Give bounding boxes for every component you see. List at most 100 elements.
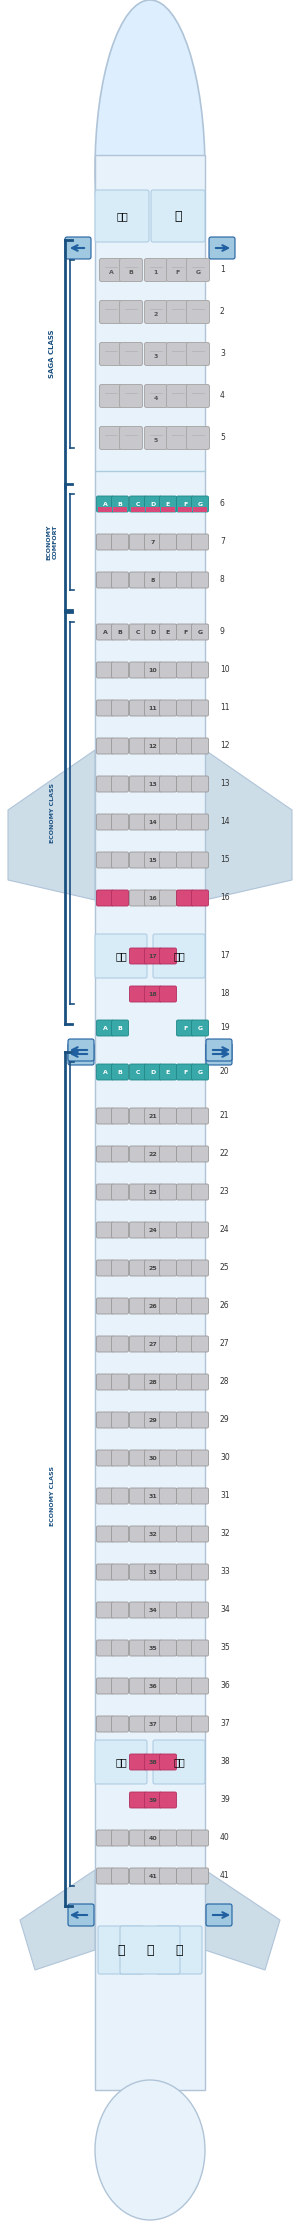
Text: 29: 29 — [220, 1416, 230, 1425]
FancyBboxPatch shape — [176, 496, 194, 511]
Text: 28: 28 — [220, 1378, 230, 1387]
Text: B: B — [118, 1025, 122, 1031]
FancyBboxPatch shape — [176, 1830, 194, 1845]
FancyBboxPatch shape — [145, 625, 161, 640]
Text: 11: 11 — [220, 702, 230, 714]
Text: A: A — [103, 1069, 107, 1074]
Text: B: B — [118, 1069, 122, 1074]
FancyBboxPatch shape — [130, 571, 146, 589]
Text: G: G — [197, 1069, 202, 1074]
FancyBboxPatch shape — [191, 1147, 208, 1163]
Text: 37: 37 — [148, 1721, 158, 1727]
FancyBboxPatch shape — [176, 776, 194, 791]
Text: D: D — [150, 1069, 156, 1074]
FancyBboxPatch shape — [130, 1449, 146, 1465]
Text: 10: 10 — [149, 667, 157, 674]
FancyBboxPatch shape — [130, 1565, 146, 1581]
FancyBboxPatch shape — [160, 814, 176, 829]
FancyBboxPatch shape — [97, 1830, 113, 1845]
FancyBboxPatch shape — [97, 1107, 113, 1125]
FancyBboxPatch shape — [112, 1374, 128, 1389]
FancyBboxPatch shape — [97, 1678, 113, 1694]
Text: 18: 18 — [220, 989, 230, 998]
FancyBboxPatch shape — [100, 427, 122, 449]
FancyBboxPatch shape — [191, 496, 208, 511]
Text: C: C — [136, 502, 140, 507]
FancyBboxPatch shape — [112, 1716, 128, 1732]
FancyBboxPatch shape — [112, 1065, 128, 1080]
Text: 31: 31 — [220, 1492, 230, 1501]
FancyBboxPatch shape — [112, 1412, 128, 1427]
FancyBboxPatch shape — [191, 1678, 208, 1694]
Bar — [178, 507, 192, 511]
FancyBboxPatch shape — [191, 1260, 208, 1276]
FancyBboxPatch shape — [130, 662, 146, 678]
Text: 39: 39 — [220, 1796, 230, 1805]
FancyBboxPatch shape — [176, 662, 194, 678]
FancyBboxPatch shape — [160, 1336, 176, 1352]
Text: 23: 23 — [220, 1187, 230, 1196]
FancyBboxPatch shape — [119, 427, 142, 449]
Text: 🥤: 🥤 — [146, 1943, 154, 1956]
Text: 15: 15 — [220, 856, 230, 865]
FancyBboxPatch shape — [119, 300, 142, 325]
FancyBboxPatch shape — [130, 534, 146, 549]
FancyBboxPatch shape — [97, 1374, 113, 1389]
FancyBboxPatch shape — [97, 1260, 113, 1276]
FancyBboxPatch shape — [97, 1641, 113, 1656]
FancyBboxPatch shape — [145, 1565, 161, 1581]
Text: 34: 34 — [220, 1605, 230, 1614]
Text: A: A — [103, 502, 107, 507]
FancyBboxPatch shape — [176, 534, 194, 549]
FancyBboxPatch shape — [112, 1641, 128, 1656]
FancyBboxPatch shape — [112, 1678, 128, 1694]
FancyBboxPatch shape — [151, 189, 205, 242]
FancyBboxPatch shape — [145, 1374, 161, 1389]
Text: 17: 17 — [220, 951, 230, 960]
Text: 19: 19 — [220, 1023, 230, 1031]
Text: 36: 36 — [220, 1681, 230, 1689]
FancyBboxPatch shape — [97, 1298, 113, 1314]
FancyBboxPatch shape — [100, 258, 122, 282]
FancyBboxPatch shape — [153, 934, 205, 978]
Text: 15: 15 — [148, 858, 158, 863]
FancyBboxPatch shape — [130, 814, 146, 829]
FancyBboxPatch shape — [156, 1925, 202, 1974]
FancyBboxPatch shape — [145, 700, 161, 716]
FancyBboxPatch shape — [145, 987, 161, 1003]
FancyBboxPatch shape — [100, 300, 122, 325]
FancyBboxPatch shape — [191, 1525, 208, 1543]
FancyBboxPatch shape — [191, 889, 208, 907]
FancyBboxPatch shape — [191, 1565, 208, 1581]
FancyBboxPatch shape — [145, 1107, 161, 1125]
FancyBboxPatch shape — [112, 851, 128, 867]
FancyBboxPatch shape — [130, 889, 146, 907]
Text: 12: 12 — [148, 742, 158, 749]
Text: 8: 8 — [151, 578, 155, 582]
FancyBboxPatch shape — [130, 776, 146, 791]
Text: 6: 6 — [220, 500, 225, 509]
FancyBboxPatch shape — [130, 1603, 146, 1618]
FancyBboxPatch shape — [191, 1487, 208, 1505]
Text: 3: 3 — [154, 353, 158, 358]
FancyBboxPatch shape — [112, 534, 128, 549]
Text: A: A — [103, 629, 107, 634]
FancyBboxPatch shape — [160, 738, 176, 754]
FancyBboxPatch shape — [145, 385, 167, 407]
FancyBboxPatch shape — [160, 987, 176, 1003]
FancyBboxPatch shape — [176, 851, 194, 867]
FancyBboxPatch shape — [95, 934, 147, 978]
FancyBboxPatch shape — [191, 1412, 208, 1427]
Text: 13: 13 — [220, 780, 230, 789]
FancyBboxPatch shape — [68, 1038, 94, 1060]
Text: 31: 31 — [148, 1494, 158, 1498]
Text: 16: 16 — [220, 894, 230, 903]
FancyBboxPatch shape — [176, 571, 194, 589]
Text: E: E — [166, 629, 170, 634]
FancyBboxPatch shape — [130, 700, 146, 716]
Text: 18: 18 — [148, 991, 158, 996]
Text: ECONOMY
COMFORT: ECONOMY COMFORT — [46, 525, 57, 560]
FancyBboxPatch shape — [176, 1185, 194, 1200]
Text: 25: 25 — [148, 1265, 158, 1272]
FancyBboxPatch shape — [97, 1020, 113, 1036]
